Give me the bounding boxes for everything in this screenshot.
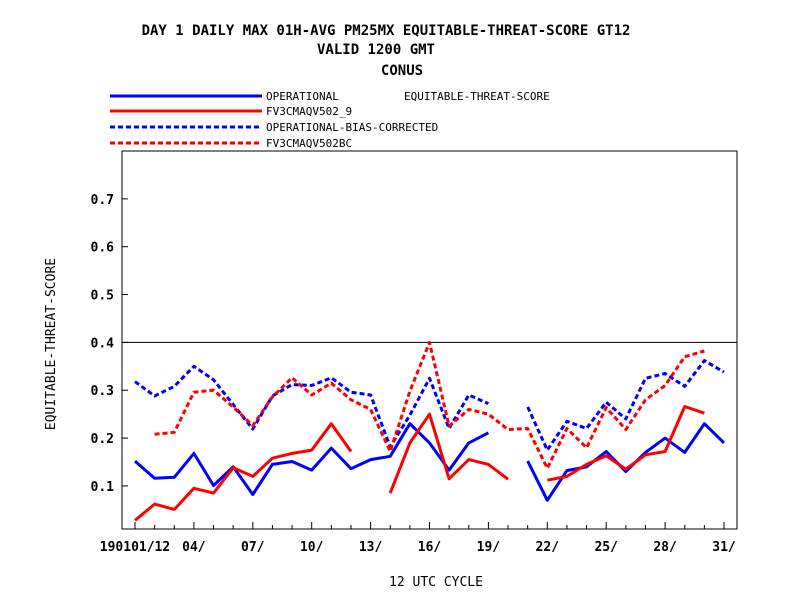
- x-tick-label: 07/: [241, 540, 265, 555]
- y-tick-label: 0.7: [91, 193, 114, 208]
- y-tick-label: 0.4: [91, 336, 115, 351]
- series-line-segment: [154, 340, 705, 470]
- plot-frame: [121, 150, 738, 530]
- series-line-segment: [134, 422, 490, 496]
- series-operational-bias-corrected: [134, 359, 725, 452]
- x-tick-label: 22/: [536, 540, 560, 555]
- x-tick-label: 28/: [653, 540, 677, 555]
- y-axis-ticks: 0.1 0.2 0.3 0.4 0.5 0.6 0.7: [91, 193, 128, 495]
- series-fv3cmaqv502-9: [134, 405, 705, 522]
- series-line-segment: [388, 412, 509, 494]
- x-tick-label: 31/: [712, 540, 736, 555]
- x-axis-label: 12 UTC CYCLE: [389, 575, 483, 590]
- legend-label-operational-bias-corrected: OPERATIONAL-BIAS-CORRECTED: [266, 121, 438, 134]
- x-axis-ticks: 190101/12 04/07/10/13/16/19/22/25/28/31/: [100, 522, 736, 555]
- x-tick-label: 04/: [182, 540, 206, 555]
- x-tick-label: 25/: [594, 540, 618, 555]
- series-operational: [134, 422, 726, 502]
- x-tick-label: 190101/12: [100, 540, 170, 555]
- legend-note: EQUITABLE-THREAT-SCORE: [404, 90, 550, 103]
- chart-title: DAY 1 DAILY MAX 01H-AVG PM25MX EQUITABLE…: [142, 23, 631, 79]
- legend-label-fv3cmaqv502-9: FV3CMAQV502_9: [266, 105, 352, 118]
- series-line-segment: [547, 405, 705, 482]
- legend: OPERATIONAL EQUITABLE-THREAT-SCORE FV3CM…: [110, 90, 550, 150]
- x-tick-label: 13/: [359, 540, 383, 555]
- series-line-segment: [526, 422, 726, 502]
- title-line-3: CONUS: [381, 63, 423, 79]
- y-tick-label: 0.1: [91, 480, 115, 495]
- y-tick-label: 0.3: [91, 384, 114, 399]
- y-tick-label: 0.6: [91, 241, 115, 256]
- y-tick-label: 0.5: [91, 289, 114, 304]
- legend-label-fv3cmaqv502bc: FV3CMAQV502BC: [266, 137, 352, 150]
- x-tick-label: 19/: [477, 540, 501, 555]
- title-line-1: DAY 1 DAILY MAX 01H-AVG PM25MX EQUITABLE…: [142, 23, 631, 39]
- title-line-2: VALID 1200 GMT: [317, 42, 435, 58]
- series-lines: [134, 340, 726, 522]
- x-tick-label: 10/: [300, 540, 324, 555]
- series-line-segment: [134, 422, 353, 522]
- series-line-segment: [526, 359, 725, 452]
- y-tick-label: 0.2: [91, 432, 114, 447]
- x-tick-label: 16/: [418, 540, 442, 555]
- y-axis-label: EQUITABLE-THREAT-SCORE: [44, 258, 59, 430]
- legend-label-operational: OPERATIONAL: [266, 90, 339, 103]
- series-line-segment: [134, 364, 490, 449]
- series-fv3cmaqv502bc: [154, 340, 705, 470]
